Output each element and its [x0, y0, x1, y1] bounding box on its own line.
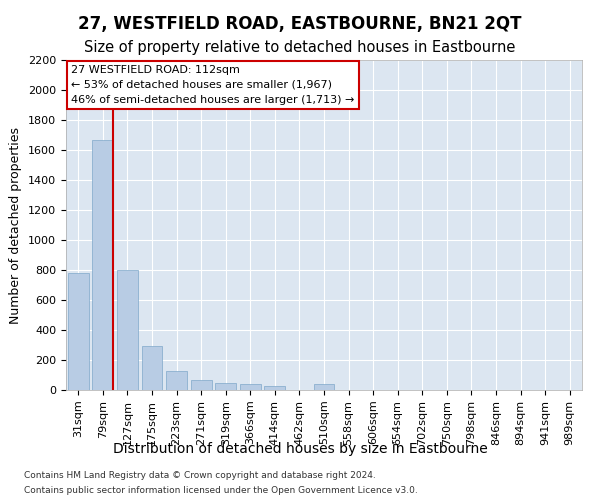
- Bar: [166, 370, 187, 390]
- Y-axis label: Number of detached properties: Number of detached properties: [10, 126, 22, 324]
- Bar: [142, 346, 163, 390]
- Text: Contains HM Land Registry data © Crown copyright and database right 2024.: Contains HM Land Registry data © Crown c…: [24, 471, 376, 480]
- Bar: [92, 140, 113, 390]
- Bar: [215, 382, 236, 390]
- Text: Distribution of detached houses by size in Eastbourne: Distribution of detached houses by size …: [113, 442, 487, 456]
- Text: Size of property relative to detached houses in Eastbourne: Size of property relative to detached ho…: [85, 40, 515, 55]
- Bar: [314, 384, 334, 390]
- Bar: [265, 386, 286, 390]
- Bar: [240, 384, 261, 390]
- Text: 27, WESTFIELD ROAD, EASTBOURNE, BN21 2QT: 27, WESTFIELD ROAD, EASTBOURNE, BN21 2QT: [78, 15, 522, 33]
- Bar: [68, 273, 89, 390]
- Text: 27 WESTFIELD ROAD: 112sqm
← 53% of detached houses are smaller (1,967)
46% of se: 27 WESTFIELD ROAD: 112sqm ← 53% of detac…: [71, 65, 355, 104]
- Text: Contains public sector information licensed under the Open Government Licence v3: Contains public sector information licen…: [24, 486, 418, 495]
- Bar: [191, 380, 212, 390]
- Bar: [117, 270, 138, 390]
